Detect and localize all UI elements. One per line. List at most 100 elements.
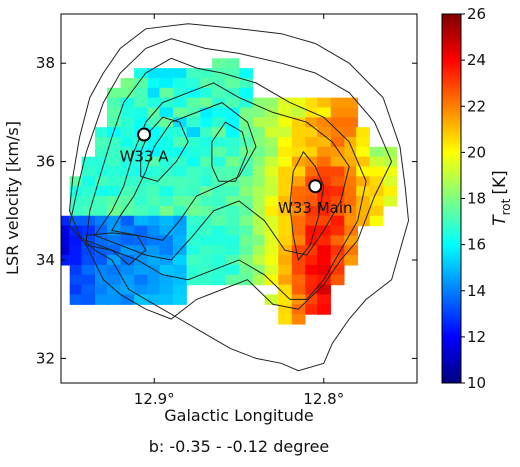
heat-cell: [305, 235, 320, 246]
heat-cell: [106, 205, 121, 217]
heat-cell: [173, 87, 187, 99]
heat-cell: [106, 294, 121, 305]
heat-cell: [106, 176, 121, 187]
heat-cell: [120, 77, 135, 89]
heat-cell: [264, 146, 279, 158]
heat-cell: [186, 156, 201, 168]
heat-cell: [200, 245, 214, 256]
heat-cell: [369, 215, 384, 227]
heat-cell: [317, 264, 331, 276]
heat-cell: [383, 196, 398, 207]
heat-cell: [252, 264, 267, 276]
heat-cell: [330, 107, 345, 118]
heat-cell: [278, 225, 292, 236]
heat-cell: [330, 137, 345, 148]
heat-cell: [134, 97, 148, 109]
heat-cell: [383, 176, 398, 187]
heat-cell: [252, 205, 267, 217]
heat-cell: [369, 146, 384, 158]
colorbar: [441, 13, 462, 384]
heat-cell: [239, 255, 253, 266]
heat-cell: [95, 294, 109, 305]
heat-cell: [186, 166, 201, 177]
heat-cell: [305, 97, 320, 109]
heat-cell: [252, 166, 267, 177]
heat-cell: [159, 137, 174, 148]
heat-cell: [147, 146, 162, 158]
heat-cell: [344, 137, 359, 148]
heat-cell: [200, 166, 214, 177]
heat-cell: [120, 284, 135, 296]
heat-cell: [344, 117, 359, 128]
heat-cell: [173, 205, 187, 217]
heat-cell: [225, 196, 240, 207]
heat-cell: [369, 176, 384, 187]
heat-cell: [317, 117, 331, 128]
heat-cell: [291, 107, 306, 118]
heat-cell: [95, 225, 109, 236]
heat-cell: [200, 156, 214, 168]
heat-cell: [344, 196, 359, 207]
heat-cell: [330, 264, 345, 276]
heat-cell: [330, 205, 345, 217]
heat-cell: [120, 166, 135, 177]
source-label: W33 A: [120, 148, 170, 166]
heat-cell: [81, 166, 96, 177]
heat-cell: [225, 255, 240, 266]
heat-cell: [317, 156, 331, 168]
heat-cell: [212, 137, 226, 148]
heat-cell: [134, 87, 148, 99]
heat-cell: [200, 107, 214, 118]
heat-cell: [173, 77, 187, 89]
heat-cell: [330, 255, 345, 266]
heat-cell: [186, 235, 201, 246]
heat-cell: [200, 77, 214, 89]
heat-cell: [225, 235, 240, 246]
heat-cell: [317, 176, 331, 187]
heat-cell: [134, 186, 148, 197]
heat-cell: [159, 294, 174, 305]
heat-cell: [264, 215, 279, 227]
heat-cell: [317, 235, 331, 246]
heat-cell: [291, 186, 306, 197]
heat-cell: [212, 87, 226, 99]
heat-cell: [305, 196, 320, 207]
heat-cell: [369, 156, 384, 168]
heat-cell: [317, 245, 331, 256]
heat-cell: [356, 137, 370, 148]
source-marker: [308, 179, 323, 194]
heat-cell: [305, 215, 320, 227]
heat-cell: [278, 264, 292, 276]
heat-cell: [147, 87, 162, 99]
heat-cell: [212, 186, 226, 197]
heat-cell: [95, 166, 109, 177]
heat-cell: [225, 97, 240, 109]
heat-cell: [106, 117, 121, 128]
heat-cell: [120, 137, 135, 148]
heat-cell: [344, 156, 359, 168]
heat-cell: [278, 314, 292, 325]
heat-cell: [200, 97, 214, 109]
heat-cell: [356, 146, 370, 158]
heat-cell: [200, 68, 214, 79]
heat-cell: [134, 107, 148, 118]
heat-cell: [212, 58, 226, 69]
heat-cell: [330, 235, 345, 246]
heat-cell: [173, 186, 187, 197]
heat-cell: [159, 274, 174, 286]
heat-cell: [317, 97, 331, 109]
heat-cell: [81, 196, 96, 207]
heat-cell: [159, 186, 174, 197]
heat-cell: [212, 215, 226, 227]
heat-cell: [344, 215, 359, 227]
heat-cell: [317, 127, 331, 138]
heat-cell: [278, 146, 292, 158]
heat-cell: [186, 77, 201, 89]
heat-cell: [186, 264, 201, 276]
heat-cell: [120, 245, 135, 256]
heat-cell: [200, 274, 214, 286]
colorbar-label-unit: [K]: [490, 170, 510, 194]
heat-cell: [212, 196, 226, 207]
heat-cell: [356, 127, 370, 138]
heat-cell: [61, 235, 70, 246]
